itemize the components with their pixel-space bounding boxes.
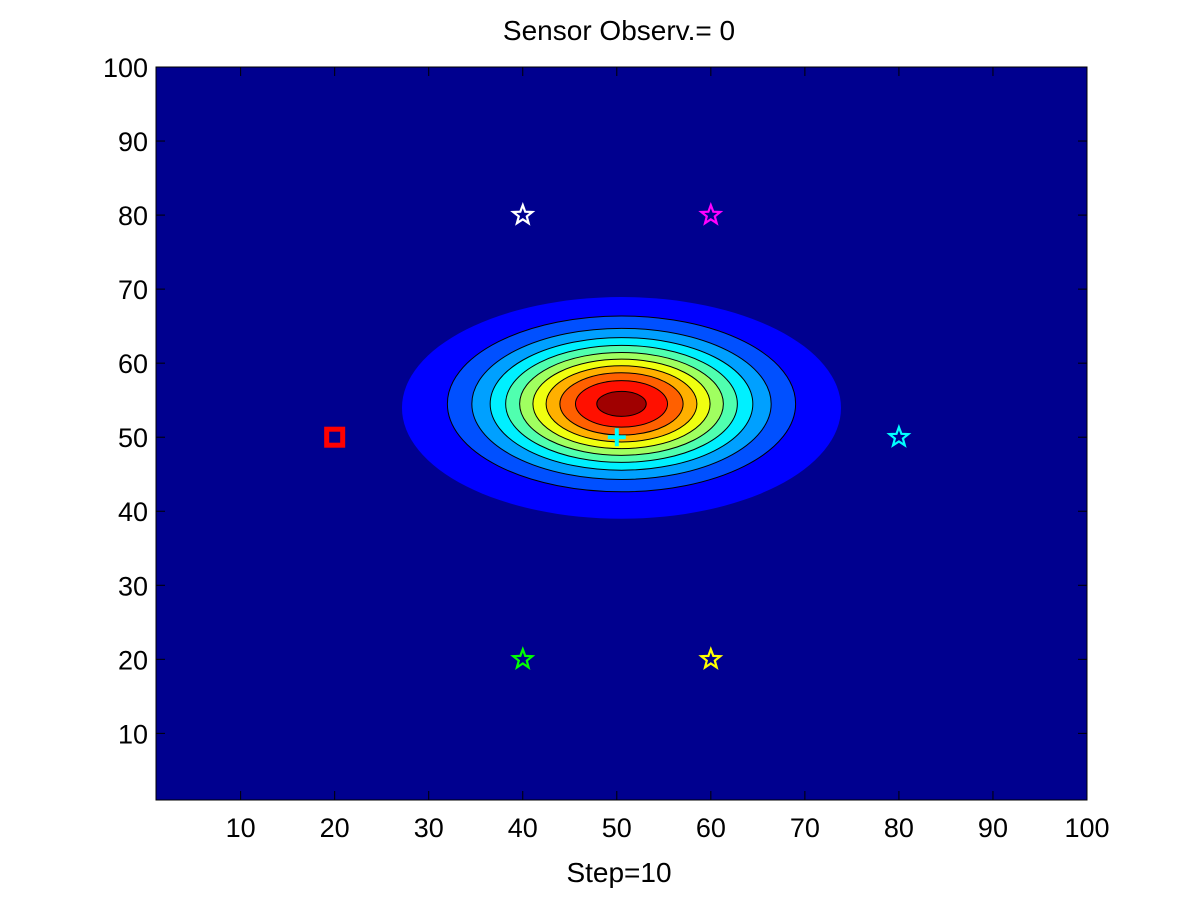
x-tick-label: 30 (414, 813, 444, 843)
x-tick-label: 90 (978, 813, 1008, 843)
plot-frame (155, 66, 1088, 801)
y-tick-label: 20 (118, 645, 148, 675)
star-marker (510, 646, 536, 670)
y-tick-label: 100 (103, 53, 148, 83)
x-tick-label: 50 (602, 813, 632, 843)
y-tick-label: 70 (118, 275, 148, 305)
tick-layer (156, 66, 1088, 800)
x-tick-label: 80 (884, 813, 914, 843)
plus-marker (607, 428, 626, 447)
y-tick-label: 80 (118, 201, 148, 231)
y-tick-label: 60 (118, 349, 148, 379)
y-tick-labels: 10 20 30 40 50 60 70 80 90 100 (103, 53, 148, 749)
y-tick-label: 40 (118, 497, 148, 527)
y-tick-label: 50 (118, 423, 148, 453)
star-marker (698, 201, 724, 226)
y-tick-label: 90 (118, 127, 148, 157)
x-tick-labels: 10 20 30 40 50 60 70 80 90 100 (226, 813, 1110, 843)
star-marker (698, 646, 724, 670)
x-tick-label: 70 (790, 813, 820, 843)
x-tick-label: 100 (1064, 813, 1109, 843)
chart-title: Sensor Observ.= 0 (503, 15, 735, 46)
square-marker (324, 426, 346, 448)
marker-layer (324, 201, 912, 670)
contour-layer (401, 297, 842, 519)
star-marker (510, 201, 536, 226)
star-marker (886, 424, 912, 448)
contour-band (596, 390, 647, 417)
y-tick-label: 30 (118, 571, 148, 601)
y-tick-label: 10 (118, 719, 148, 749)
x-tick-label: 10 (226, 813, 256, 843)
x-axis-label: Step=10 (566, 857, 671, 888)
x-tick-label: 60 (696, 813, 726, 843)
x-tick-label: 40 (508, 813, 538, 843)
x-tick-label: 20 (320, 813, 350, 843)
